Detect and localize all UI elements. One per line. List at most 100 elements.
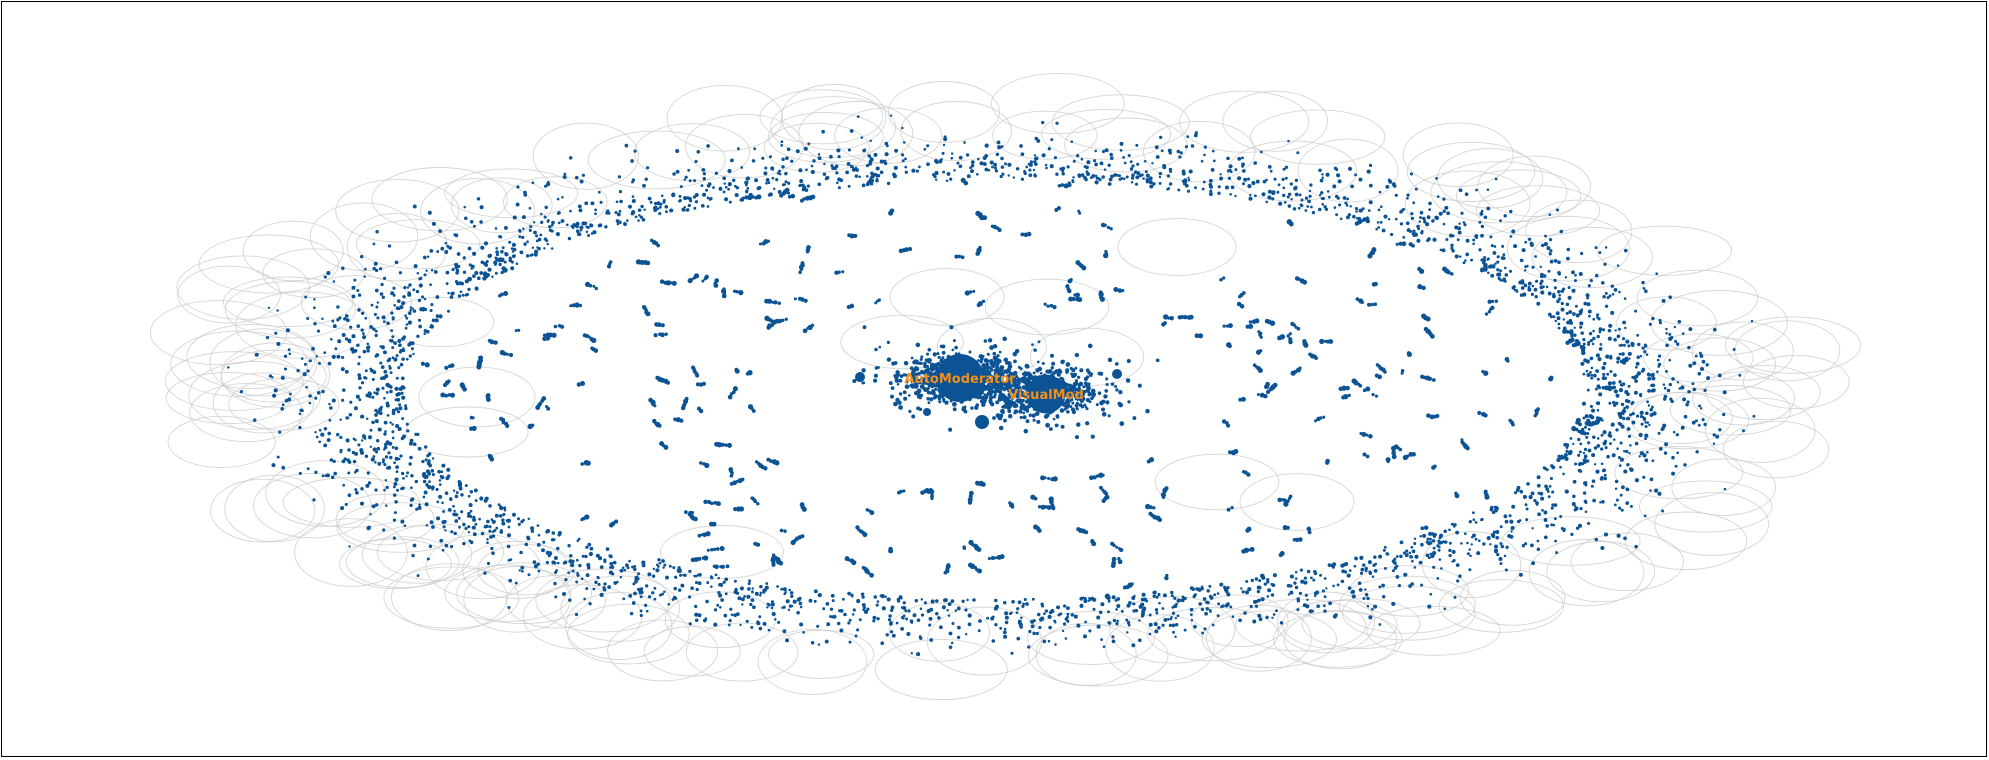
graph-node	[966, 174, 971, 179]
graph-node	[1666, 388, 1671, 393]
graph-node	[1420, 526, 1425, 531]
graph-node	[407, 342, 412, 347]
graph-node	[1409, 555, 1413, 559]
graph-node	[1020, 177, 1025, 181]
self-loop-edge	[1366, 605, 1501, 656]
graph-node	[1307, 530, 1312, 535]
graph-node	[579, 229, 583, 232]
self-loop-edge	[224, 474, 325, 543]
graph-node	[441, 463, 446, 468]
graph-node	[1381, 228, 1386, 233]
graph-node	[1093, 159, 1097, 163]
graph-node	[1310, 205, 1313, 209]
graph-node	[1000, 165, 1005, 169]
graph-node	[1186, 315, 1192, 320]
graph-node	[890, 394, 894, 399]
graph-node	[860, 592, 865, 597]
graph-node	[392, 293, 396, 297]
graph-node	[1641, 415, 1645, 419]
graph-node	[1169, 315, 1174, 321]
graph-node	[1160, 149, 1164, 153]
graph-node	[952, 339, 956, 343]
graph-node	[734, 192, 739, 198]
graph-node	[1626, 399, 1631, 404]
graph-node	[364, 376, 368, 380]
graph-node	[1347, 586, 1352, 590]
graph-node	[678, 199, 682, 203]
graph-node	[693, 557, 699, 562]
graph-node	[1577, 523, 1583, 528]
graph-node	[658, 593, 662, 597]
graph-node	[1252, 619, 1257, 624]
graph-node	[1282, 167, 1286, 171]
graph-node	[712, 564, 717, 569]
graph-node	[1117, 559, 1123, 565]
graph-node	[499, 416, 504, 421]
graph-node	[1101, 150, 1106, 154]
graph-node	[1289, 182, 1293, 186]
graph-node	[450, 530, 454, 534]
graph-node	[872, 615, 877, 620]
graph-node	[445, 476, 450, 481]
graph-node	[1462, 221, 1466, 224]
graph-node	[1687, 389, 1691, 394]
graph-node	[453, 512, 458, 517]
graph-node	[665, 210, 668, 214]
graph-node	[958, 155, 963, 160]
graph-node	[1296, 598, 1301, 603]
graph-node	[1623, 469, 1628, 474]
graph-node	[388, 441, 393, 446]
graph-node	[1439, 248, 1443, 252]
graph-node	[1266, 578, 1270, 582]
graph-node	[1155, 595, 1159, 599]
graph-node	[557, 531, 562, 535]
graph-node	[776, 171, 780, 175]
self-loop-edge	[282, 477, 420, 528]
graph-node	[1406, 351, 1413, 358]
self-loop-edge	[1297, 138, 1399, 203]
graph-node	[265, 335, 270, 340]
graph-node	[589, 546, 594, 551]
graph-node	[326, 438, 331, 443]
graph-node	[1287, 204, 1292, 208]
graph-node	[371, 395, 375, 399]
graph-node	[1145, 178, 1150, 182]
graph-node	[1574, 304, 1578, 308]
graph-node	[1314, 419, 1318, 423]
graph-node	[1650, 389, 1655, 393]
graph-node	[1669, 335, 1674, 340]
graph-node	[609, 561, 614, 566]
graph-node	[363, 275, 366, 278]
graph-node	[1115, 622, 1119, 626]
graph-node	[1585, 293, 1590, 298]
graph-node	[568, 156, 573, 160]
graph-node	[392, 485, 396, 489]
graph-node	[287, 348, 291, 351]
graph-node	[1628, 357, 1631, 360]
graph-node	[909, 619, 914, 623]
graph-node	[1065, 284, 1070, 289]
graph-node	[1194, 186, 1197, 190]
graph-node	[796, 611, 800, 615]
graph-node	[782, 587, 787, 592]
graph-node	[1149, 184, 1154, 189]
graph-node	[1108, 177, 1113, 182]
graph-node	[881, 606, 886, 611]
graph-node	[751, 409, 756, 413]
graph-node	[1549, 249, 1553, 253]
graph-node	[706, 144, 710, 148]
graph-node	[281, 403, 285, 407]
graph-node	[1162, 164, 1167, 168]
graph-node	[488, 504, 492, 508]
graph-node	[1564, 489, 1569, 494]
graph-node	[1584, 425, 1587, 429]
graph-node	[1607, 336, 1612, 341]
graph-node	[391, 430, 395, 434]
graph-node	[1045, 166, 1048, 170]
graph-node	[1399, 554, 1403, 559]
graph-node	[614, 210, 618, 215]
graph-node	[1580, 345, 1586, 351]
graph-node	[1685, 403, 1689, 407]
graph-node	[999, 174, 1003, 179]
graph-node	[1320, 197, 1324, 200]
